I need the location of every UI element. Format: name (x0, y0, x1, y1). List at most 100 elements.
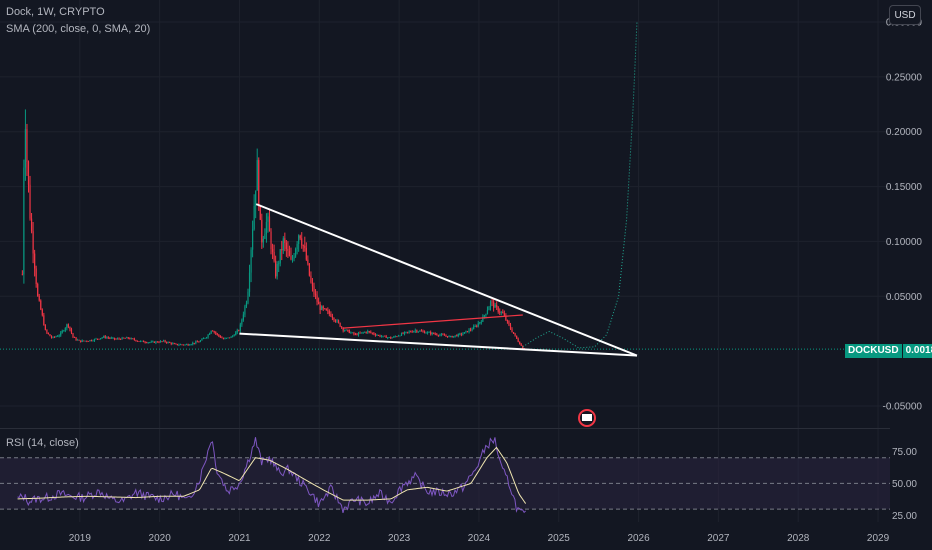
candle-body (193, 342, 195, 344)
rsi-legend[interactable]: RSI (14, close) (6, 437, 79, 449)
time-axis[interactable]: 2019 2020 2021 2022 2023 2024 2025 2026 2027 2028… (69, 533, 890, 544)
candle-body (98, 338, 100, 340)
candle-body (130, 338, 132, 340)
event-flag-icon (582, 414, 592, 421)
candle-body (305, 247, 307, 260)
candle-body (476, 326, 478, 327)
candle-body (265, 221, 268, 235)
candle-body (345, 329, 347, 331)
candle-body (459, 333, 461, 335)
candle-body (384, 335, 386, 337)
candle-body (173, 343, 175, 345)
candle-body (159, 341, 162, 343)
candle-body (195, 341, 197, 344)
candle-body (390, 337, 392, 339)
currency-button[interactable]: USD (889, 5, 921, 25)
event-markers[interactable] (578, 409, 596, 427)
lower-trendline (239, 332, 638, 357)
candle-body (264, 234, 266, 239)
candle-body (41, 309, 43, 316)
candle-body (344, 330, 346, 332)
candle-body (112, 337, 114, 339)
candle-body (391, 337, 393, 339)
candle-body (410, 331, 412, 333)
candle-body (166, 341, 168, 343)
candle-body (499, 311, 501, 313)
candle-body (350, 332, 352, 334)
rsi-axis[interactable]: 75.00 50.00 25.00 (892, 447, 917, 522)
price-tick-label: -0.05000 (883, 402, 923, 413)
candle-body (109, 337, 111, 339)
candle-body (95, 338, 97, 340)
candle-body (89, 340, 91, 342)
price-tick-label: 0.10000 (886, 237, 923, 248)
time-tick-label: 2023 (388, 533, 411, 544)
candle-body (261, 219, 263, 243)
candle-body (138, 341, 140, 342)
candle-body (445, 335, 447, 337)
rsi-ma-line (17, 446, 527, 504)
candle-body (506, 320, 509, 322)
candle-body (278, 263, 280, 265)
candle-body (310, 275, 312, 283)
candle-body (512, 332, 515, 334)
drawings[interactable] (0, 21, 890, 357)
candle-body (337, 320, 340, 323)
candle-body (446, 336, 449, 338)
candle-body (414, 330, 416, 332)
candle-body (516, 335, 518, 339)
candle-body (453, 336, 455, 338)
candle-body (370, 331, 372, 333)
candle-body (196, 341, 198, 343)
candle-body (273, 251, 275, 261)
time-tick-label: 2028 (787, 533, 810, 544)
candle-body (285, 242, 287, 249)
candle-body (167, 342, 169, 343)
candle-body (520, 344, 522, 346)
candle-body (457, 333, 459, 337)
candle-body (342, 327, 344, 331)
candle-body (334, 320, 337, 322)
candle-body (500, 311, 502, 313)
candle-body (44, 325, 46, 330)
candle-body (46, 329, 48, 333)
candle-body (129, 338, 131, 340)
candle-body (139, 340, 142, 342)
candle-body (399, 335, 401, 337)
candle-body (119, 338, 122, 340)
candle-body (423, 331, 426, 334)
candle-body (473, 326, 475, 330)
candle-body (514, 333, 516, 336)
candle-body (164, 340, 166, 342)
candle-body (468, 329, 470, 333)
candle-body (517, 338, 519, 342)
symbol-legend[interactable]: Dock, 1W, CRYPTO (6, 6, 105, 18)
sma-legend[interactable]: SMA (200, close, 0, SMA, 20) (6, 23, 151, 35)
candle-body (141, 340, 143, 342)
candle-body (339, 322, 341, 327)
candle-body (503, 313, 505, 316)
candle-body (268, 216, 271, 232)
candle-body (348, 330, 350, 334)
candle-body (433, 332, 435, 334)
candle-body (40, 300, 42, 310)
candle-body (450, 336, 452, 337)
candle-body (482, 316, 484, 322)
candle-body (37, 284, 39, 296)
candle-body (150, 341, 152, 343)
candle-body (281, 249, 283, 251)
price-pane[interactable] (0, 21, 890, 357)
candle-body (228, 337, 231, 339)
candle-body (291, 258, 294, 260)
candle-body (107, 337, 109, 339)
candle-body (448, 336, 450, 338)
candle-body (236, 330, 238, 333)
candle-body (276, 264, 278, 277)
candle-body (207, 334, 209, 338)
candle-body (509, 324, 512, 329)
candle-body (397, 335, 400, 337)
candle-body (204, 337, 206, 339)
rsi-pane[interactable] (0, 437, 890, 514)
candle-body (294, 249, 297, 257)
